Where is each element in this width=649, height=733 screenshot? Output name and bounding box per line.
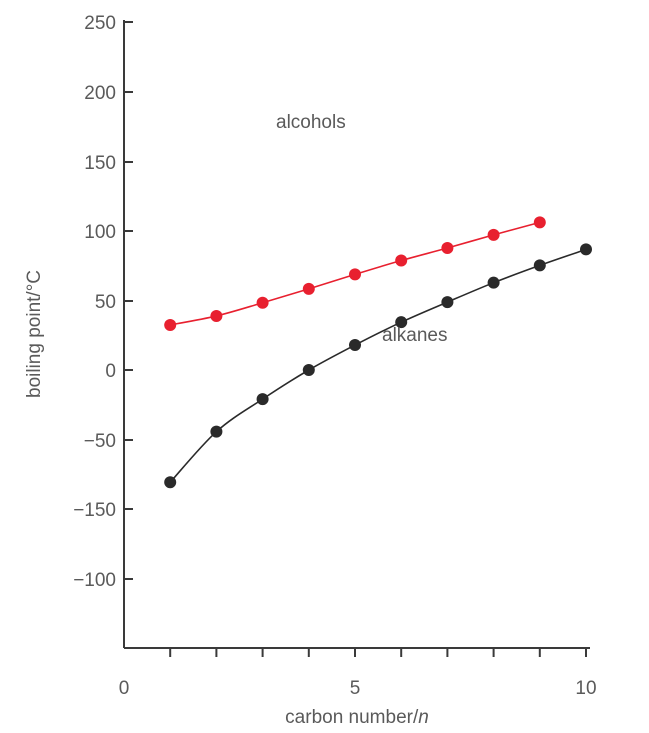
data-point-alkanes xyxy=(349,339,361,352)
data-point-alcohols xyxy=(533,216,546,229)
y-axis-title: boiling point/°C xyxy=(24,270,45,398)
x-ticks: 0 5 10 xyxy=(119,648,597,699)
x-tick-label: 0 xyxy=(119,678,130,699)
data-point-alkanes xyxy=(256,393,269,406)
data-point-alcohols xyxy=(349,268,361,281)
series-label-alcohols: alcohols xyxy=(276,112,346,133)
data-point-alkanes xyxy=(533,259,546,272)
data-point-alcohols xyxy=(302,282,315,295)
x-tick-label: 10 xyxy=(575,678,596,699)
x-axis-title: carbon number/n xyxy=(285,707,429,728)
y-tick-label: −100 xyxy=(73,570,116,591)
data-point-alkanes xyxy=(487,276,500,289)
y-tick-label: 0 xyxy=(105,361,116,382)
x-axis-title-main: carbon number/ xyxy=(285,707,419,728)
series-line-alkanes xyxy=(169,248,587,483)
y-tick-label: 150 xyxy=(84,153,116,174)
y-tick-label: 200 xyxy=(84,83,116,104)
series-label-alkanes: alkanes xyxy=(382,325,448,346)
y-tick-label: −150 xyxy=(73,500,116,521)
x-axis-title-italic: n xyxy=(418,707,429,728)
y-tick-label: 50 xyxy=(95,292,116,313)
data-point-alcohols xyxy=(395,254,408,267)
y-tick-label: 250 xyxy=(84,13,116,34)
data-point-alkanes xyxy=(302,364,315,376)
data-point-alkanes xyxy=(395,316,408,329)
series-layer xyxy=(164,216,592,489)
data-point-alcohols xyxy=(164,318,177,331)
data-point-alkanes xyxy=(164,476,177,489)
y-tick-label: 100 xyxy=(84,222,116,243)
data-point-alkanes xyxy=(210,425,223,438)
data-point-alcohols xyxy=(210,309,223,322)
data-point-alkanes xyxy=(441,296,454,309)
y-tick-label: −50 xyxy=(84,431,116,452)
data-point-alcohols xyxy=(256,296,269,309)
data-point-alcohols xyxy=(441,242,454,255)
data-point-alcohols xyxy=(487,228,500,241)
data-point-alkanes xyxy=(580,243,592,256)
y-ticks: 250 200 150 100 50 0 −50 −150 −100 xyxy=(73,13,133,591)
x-tick-label: 5 xyxy=(350,678,361,699)
